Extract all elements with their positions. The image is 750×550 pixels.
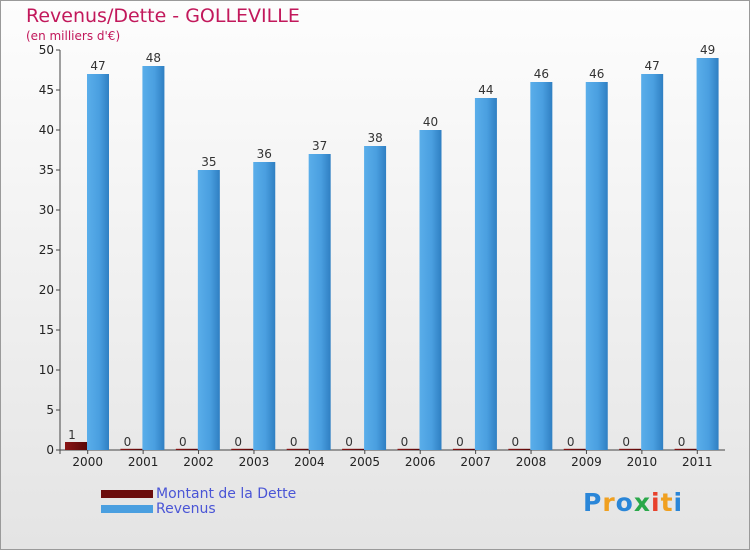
- x-tick-label: 2002: [183, 455, 214, 469]
- data-label-debt-2008: 0: [512, 435, 520, 449]
- proxiti-logo: Proxiti: [583, 488, 683, 517]
- data-label-debt-2007: 0: [456, 435, 464, 449]
- data-label-revenus-2004: 37: [312, 139, 327, 153]
- chart-title: Revenus/Dette - GOLLEVILLE: [26, 5, 300, 27]
- data-label-debt-2000: 1: [68, 428, 76, 442]
- legend-item-debt: Montant de la Dette: [101, 486, 297, 502]
- data-label-revenus-2010: 47: [645, 59, 660, 73]
- logo-letter: t: [660, 488, 674, 517]
- bar-debt-2003: [231, 448, 254, 450]
- x-tick-label: 2003: [239, 455, 270, 469]
- x-tick-label: 2000: [72, 455, 103, 469]
- bar-debt-2009: [563, 448, 586, 450]
- bar-revenus-2010: [641, 74, 664, 450]
- logo-letter: x: [633, 488, 651, 517]
- y-tick-label: 5: [46, 403, 54, 417]
- data-label-revenus-2008: 46: [534, 67, 549, 81]
- x-tick-label: 2011: [682, 455, 713, 469]
- bar-revenus-2001: [142, 66, 165, 450]
- data-label-debt-2009: 0: [567, 435, 575, 449]
- bar-debt-2008: [508, 448, 531, 450]
- data-label-revenus-2001: 48: [146, 51, 161, 65]
- data-label-revenus-2009: 46: [589, 67, 604, 81]
- data-label-revenus-2011: 49: [700, 43, 715, 57]
- y-tick-label: 10: [39, 363, 54, 377]
- bar-debt-2005: [342, 448, 365, 450]
- y-tick-label: 30: [39, 203, 54, 217]
- x-tick-label: 2009: [571, 455, 602, 469]
- y-tick-label: 25: [39, 243, 54, 257]
- bar-revenus-2004: [308, 154, 331, 450]
- bar-debt-2002: [175, 448, 198, 450]
- bar-revenus-2011: [696, 58, 719, 450]
- data-label-debt-2010: 0: [622, 435, 630, 449]
- data-label-revenus-2005: 38: [367, 131, 382, 145]
- data-label-debt-2005: 0: [345, 435, 353, 449]
- y-tick-label: 20: [39, 283, 54, 297]
- bar-debt-2010: [619, 448, 642, 450]
- data-label-revenus-2000: 47: [90, 59, 105, 73]
- x-tick-label: 2008: [516, 455, 547, 469]
- logo-letter: o: [615, 488, 634, 517]
- logo-letter: i: [673, 488, 684, 517]
- bar-revenus-2003: [253, 162, 276, 450]
- bar-revenus-2005: [364, 146, 387, 450]
- bar-debt-2000: [65, 442, 87, 450]
- x-tick-label: 2007: [460, 455, 491, 469]
- bar-debt-2006: [397, 448, 420, 450]
- x-tick-label: 2004: [294, 455, 325, 469]
- legend-swatch-debt: [101, 490, 153, 498]
- legend-item-revenus: Revenus: [101, 501, 216, 517]
- bar-revenus-2006: [419, 130, 442, 450]
- bar-revenus-2000: [87, 74, 109, 450]
- y-tick-label: 45: [39, 83, 54, 97]
- logo-letter: P: [583, 488, 603, 517]
- logo-letter: i: [651, 488, 661, 517]
- bar-revenus-2007: [474, 98, 497, 450]
- data-label-revenus-2007: 44: [478, 83, 493, 97]
- data-label-revenus-2006: 40: [423, 115, 438, 129]
- y-tick-label: 0: [46, 443, 54, 457]
- bar-debt-2001: [120, 448, 143, 450]
- x-tick-label: 2005: [350, 455, 381, 469]
- data-label-debt-2004: 0: [290, 435, 298, 449]
- y-tick-label: 15: [39, 323, 54, 337]
- y-tick-label: 50: [39, 43, 54, 57]
- data-label-debt-2001: 0: [124, 435, 132, 449]
- data-label-revenus-2003: 36: [257, 147, 272, 161]
- x-tick-label: 2001: [128, 455, 159, 469]
- data-label-debt-2011: 0: [678, 435, 686, 449]
- bar-debt-2004: [286, 448, 309, 450]
- bar-revenus-2009: [585, 82, 608, 450]
- y-tick-label: 35: [39, 163, 54, 177]
- bar-revenus-2002: [197, 170, 220, 450]
- legend-swatch-revenus: [101, 505, 153, 513]
- data-label-debt-2002: 0: [179, 435, 187, 449]
- legend-label-debt: Montant de la Dette: [156, 486, 297, 502]
- bar-debt-2011: [674, 448, 697, 450]
- logo-letter: r: [602, 488, 616, 517]
- bar-revenus-2008: [530, 82, 553, 450]
- data-label-debt-2006: 0: [401, 435, 409, 449]
- data-label-revenus-2002: 35: [201, 155, 216, 169]
- y-tick-label: 40: [39, 123, 54, 137]
- legend-label-revenus: Revenus: [156, 501, 216, 517]
- x-tick-label: 2010: [627, 455, 658, 469]
- data-label-debt-2003: 0: [234, 435, 242, 449]
- x-tick-label: 2006: [405, 455, 436, 469]
- bar-debt-2007: [452, 448, 475, 450]
- chart-subtitle: (en milliers d'€): [26, 29, 121, 43]
